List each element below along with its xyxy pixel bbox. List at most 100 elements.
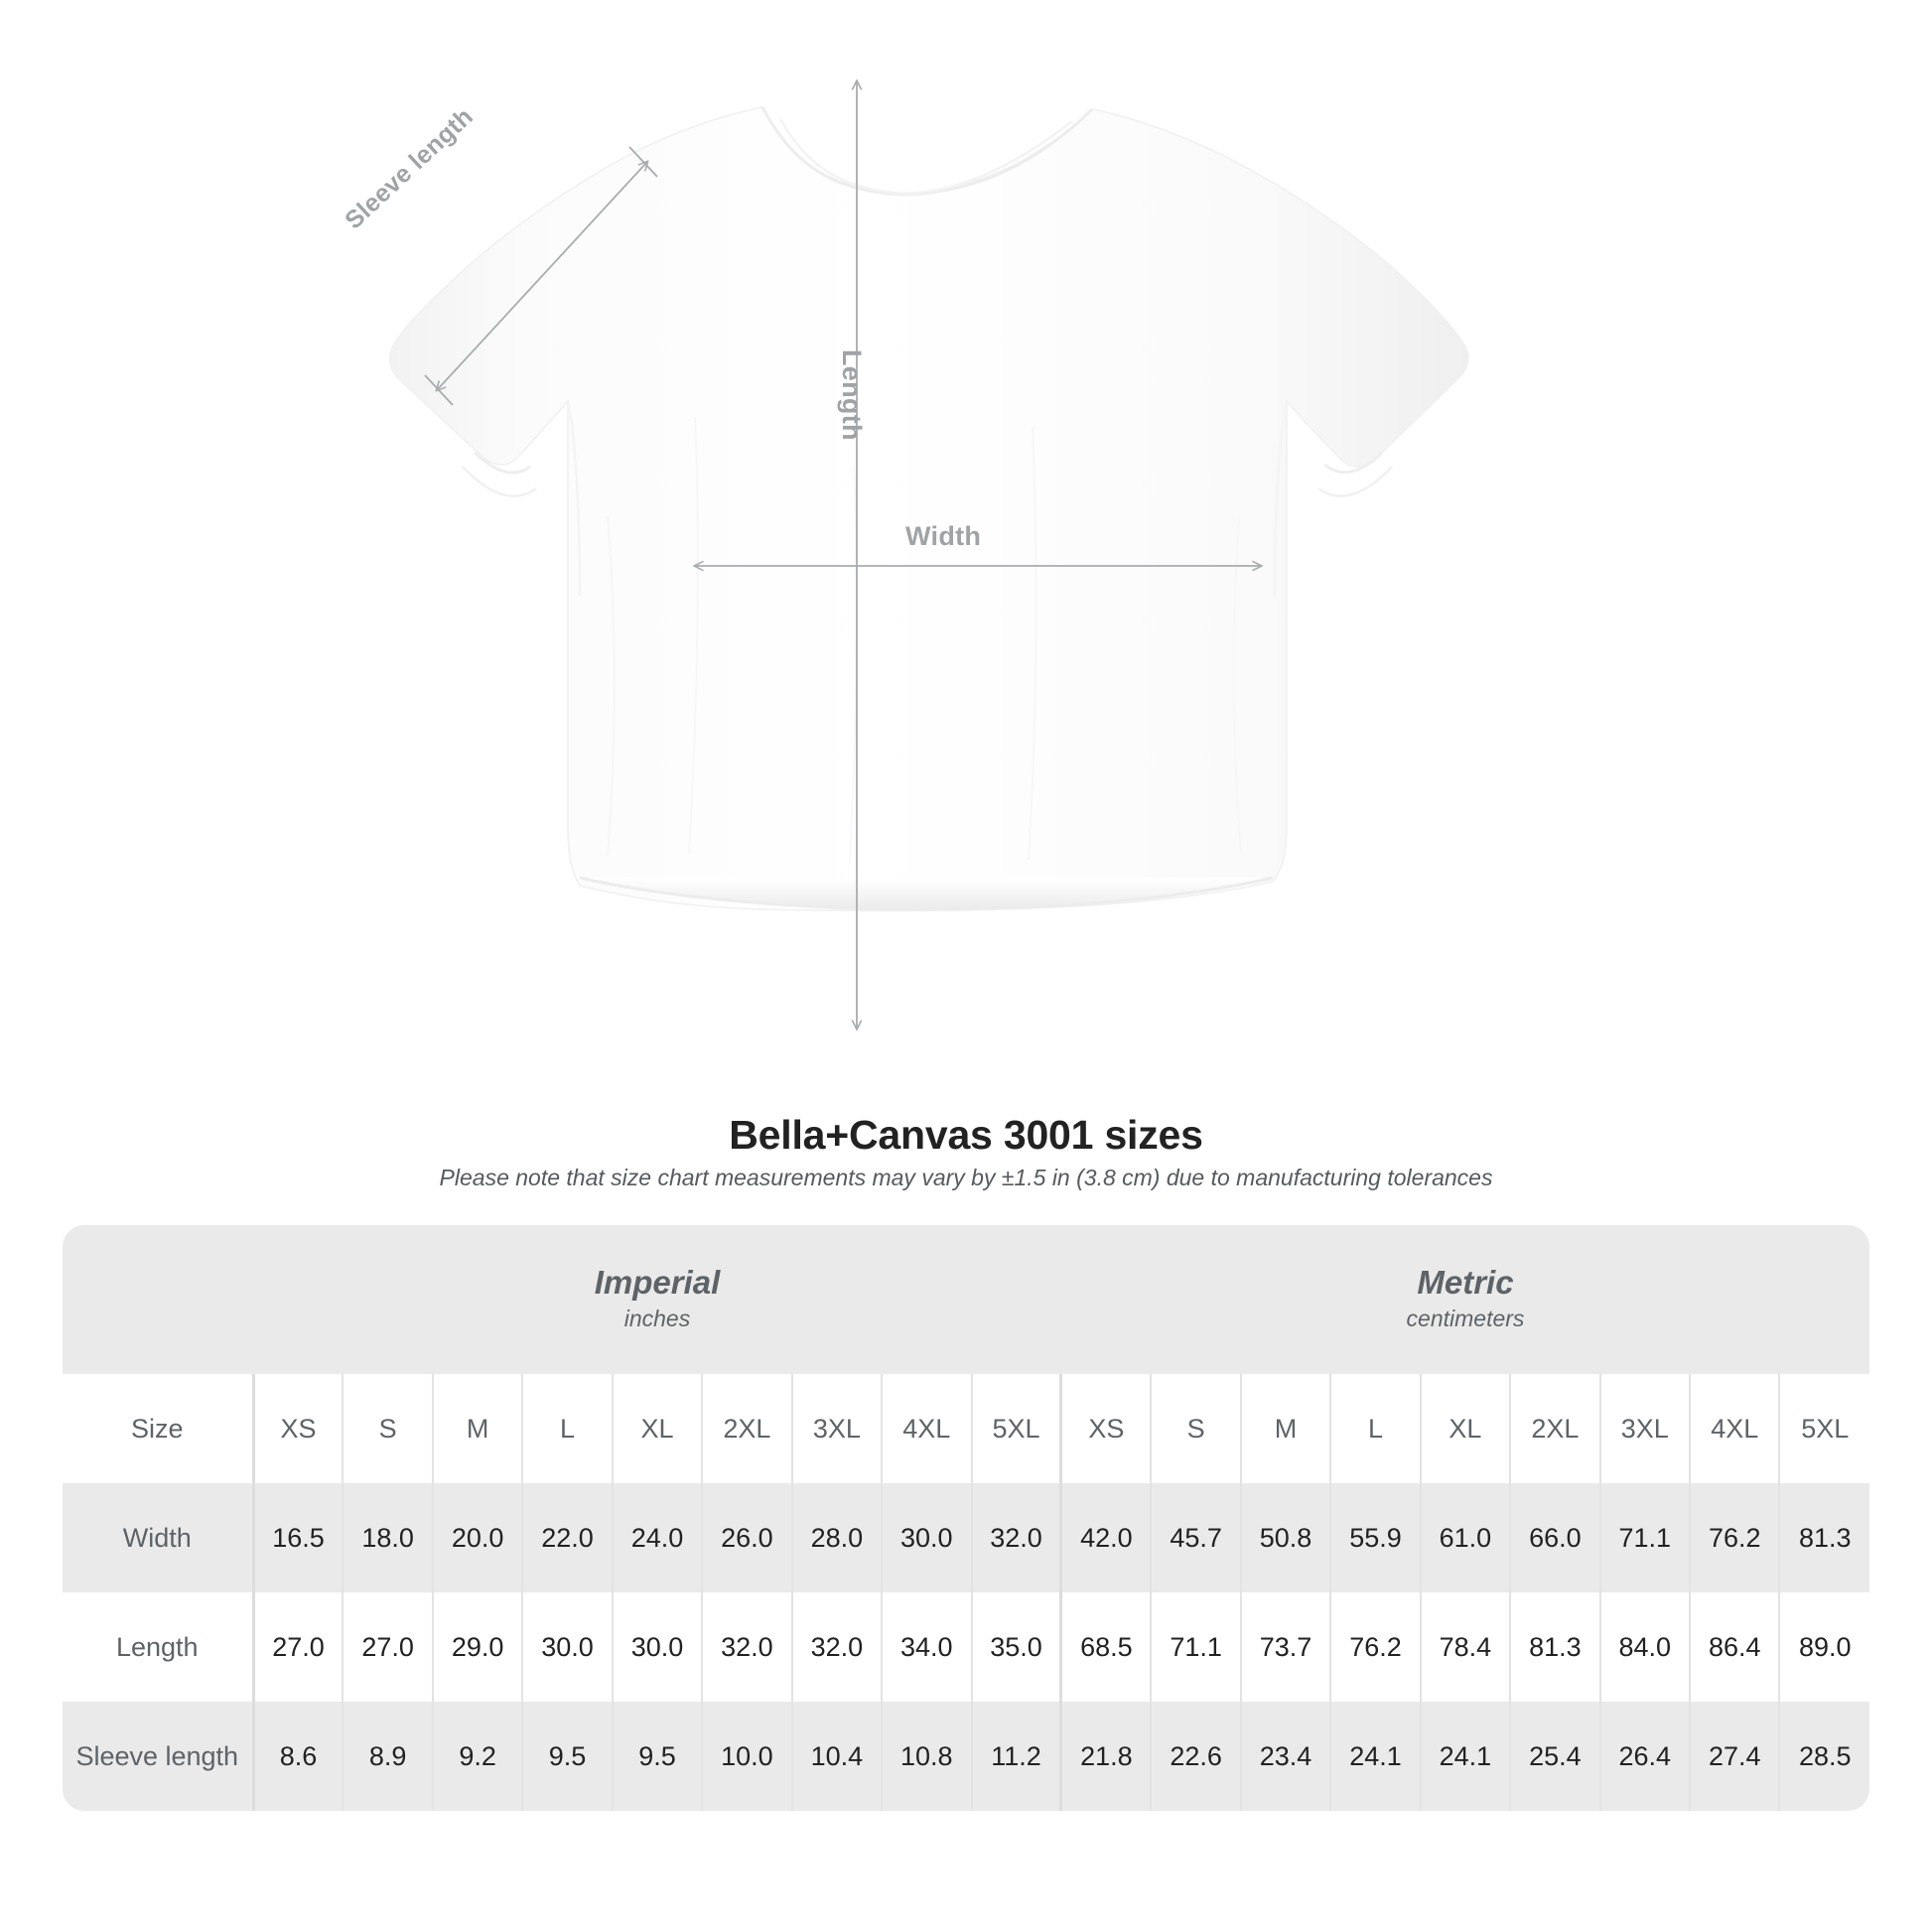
cell-width-imperial-3xl: 28.0 <box>790 1483 883 1592</box>
cell-sleeve-length-imperial-xl: 9.5 <box>611 1702 703 1811</box>
cell-length-metric-l: 76.2 <box>1329 1592 1421 1702</box>
unit-block-name: Imperial <box>594 1263 721 1301</box>
size-header-imperial-l: L <box>521 1374 613 1483</box>
cell-length-imperial-xs: 27.0 <box>251 1592 344 1702</box>
cell-length-metric-xl: 78.4 <box>1419 1592 1511 1702</box>
cell-width-imperial-s: 18.0 <box>342 1483 433 1592</box>
cell-width-metric-2xl: 66.0 <box>1509 1483 1600 1592</box>
cell-length-imperial-xl: 30.0 <box>611 1592 703 1702</box>
cell-length-metric-xs: 68.5 <box>1059 1592 1152 1702</box>
cell-width-imperial-5xl: 32.0 <box>970 1483 1061 1592</box>
cell-sleeve-length-metric-5xl: 28.5 <box>1778 1702 1869 1811</box>
unit-block-header-metric: Metric centimeters <box>1060 1225 1869 1374</box>
cell-width-imperial-4xl: 30.0 <box>881 1483 972 1592</box>
page-title: Bella+Canvas 3001 sizes <box>729 1112 1203 1158</box>
sleeve-length-tick-bottom <box>424 374 454 406</box>
cell-length-imperial-5xl: 35.0 <box>970 1592 1061 1702</box>
cell-width-metric-s: 45.7 <box>1150 1483 1241 1592</box>
length-dimension-label: Length <box>837 349 867 441</box>
size-header-imperial-5xl: 5XL <box>970 1374 1061 1483</box>
cell-length-imperial-2xl: 32.0 <box>701 1592 792 1702</box>
cell-length-metric-3xl: 84.0 <box>1598 1592 1690 1702</box>
cell-length-metric-m: 73.7 <box>1239 1592 1331 1702</box>
cell-sleeve-length-metric-3xl: 26.4 <box>1598 1702 1690 1811</box>
cell-sleeve-length-imperial-5xl: 11.2 <box>970 1702 1061 1811</box>
cell-sleeve-length-imperial-l: 9.5 <box>521 1702 613 1811</box>
cell-sleeve-length-imperial-m: 9.2 <box>431 1702 523 1811</box>
size-header-imperial-s: S <box>342 1374 433 1483</box>
size-header-imperial-xl: XL <box>611 1374 703 1483</box>
measurement-arrows <box>424 81 1261 1029</box>
cell-length-metric-4xl: 86.4 <box>1688 1592 1780 1702</box>
size-header-imperial-m: M <box>431 1374 523 1483</box>
row-label-sleeve-length: Sleeve length <box>63 1702 253 1811</box>
sleeve-length-tick-top <box>628 146 658 178</box>
cell-width-metric-4xl: 76.2 <box>1688 1483 1780 1592</box>
table-row: Sleeve length 8.6 8.9 9.2 9.5 9.5 10.0 10.4 10.8… <box>63 1702 1869 1811</box>
cell-width-metric-l: 55.9 <box>1329 1483 1421 1592</box>
unit-block-name: Metric <box>1417 1263 1514 1301</box>
size-table: Imperial inches Metric centimeters Size XS S M L… <box>63 1225 1869 1811</box>
cell-width-metric-3xl: 71.1 <box>1598 1483 1690 1592</box>
unit-banner-row: Imperial inches Metric centimeters <box>63 1225 1869 1374</box>
size-header-row: Size XS S M L XL 2XL 3XL 4XL 5XL XS S M L XL 2XL 3XL 4XL 5… <box>63 1374 1869 1483</box>
cell-sleeve-length-metric-s: 22.6 <box>1150 1702 1241 1811</box>
cell-width-metric-xl: 61.0 <box>1419 1483 1511 1592</box>
cell-sleeve-length-imperial-s: 8.9 <box>342 1702 433 1811</box>
size-header-imperial-xs: XS <box>251 1374 344 1483</box>
size-table-container: Imperial inches Metric centimeters Size XS S M L… <box>63 1225 1869 1811</box>
cell-sleeve-length-metric-4xl: 27.4 <box>1688 1702 1780 1811</box>
row-label-length: Length <box>63 1592 253 1702</box>
size-header-imperial-2xl: 2XL <box>701 1374 792 1483</box>
cell-sleeve-length-imperial-2xl: 10.0 <box>701 1702 792 1811</box>
cell-width-imperial-xs: 16.5 <box>251 1483 344 1592</box>
size-chart-section: Bella+Canvas 3001 sizes Please note that… <box>0 1112 1932 1811</box>
cell-width-imperial-m: 20.0 <box>431 1483 523 1592</box>
size-header-metric-s: S <box>1150 1374 1241 1483</box>
cell-length-imperial-l: 30.0 <box>521 1592 613 1702</box>
size-header-metric-4xl: 4XL <box>1688 1374 1780 1483</box>
unit-block-unit: centimeters <box>1406 1305 1525 1331</box>
size-header-metric-m: M <box>1239 1374 1331 1483</box>
size-header-metric-3xl: 3XL <box>1598 1374 1690 1483</box>
size-header-metric-2xl: 2XL <box>1509 1374 1600 1483</box>
cell-width-metric-xs: 42.0 <box>1059 1483 1152 1592</box>
table-row: Width 16.5 18.0 20.0 22.0 24.0 26.0 28.0 30.0 32.… <box>63 1483 1869 1592</box>
cell-length-imperial-m: 29.0 <box>431 1592 523 1702</box>
cell-length-imperial-s: 27.0 <box>342 1592 433 1702</box>
unit-block-header-imperial: Imperial inches <box>253 1225 1061 1374</box>
cell-length-metric-s: 71.1 <box>1150 1592 1241 1702</box>
cell-width-metric-m: 50.8 <box>1239 1483 1331 1592</box>
cell-sleeve-length-imperial-3xl: 10.4 <box>790 1702 883 1811</box>
size-header-imperial-4xl: 4XL <box>881 1374 972 1483</box>
cell-width-metric-5xl: 81.3 <box>1778 1483 1869 1592</box>
size-column-header: Size <box>63 1374 253 1483</box>
tshirt-illustration <box>388 0 1469 1112</box>
cell-sleeve-length-metric-l: 24.1 <box>1329 1702 1421 1811</box>
unit-row-spacer <box>63 1225 253 1374</box>
sleeve-length-arrow <box>437 162 647 390</box>
row-label-width: Width <box>63 1483 253 1592</box>
cell-length-metric-5xl: 89.0 <box>1778 1592 1869 1702</box>
cell-sleeve-length-metric-2xl: 25.4 <box>1509 1702 1600 1811</box>
tshirt-body-shape <box>388 106 1469 911</box>
cell-sleeve-length-metric-xl: 24.1 <box>1419 1702 1511 1811</box>
size-header-metric-xs: XS <box>1059 1374 1152 1483</box>
cell-sleeve-length-metric-xs: 21.8 <box>1059 1702 1152 1811</box>
cell-width-imperial-xl: 24.0 <box>611 1483 703 1592</box>
cell-width-imperial-2xl: 26.0 <box>701 1483 792 1592</box>
size-header-metric-5xl: 5XL <box>1778 1374 1869 1483</box>
cell-length-imperial-4xl: 34.0 <box>881 1592 972 1702</box>
cell-sleeve-length-imperial-xs: 8.6 <box>251 1702 344 1811</box>
cell-sleeve-length-imperial-4xl: 10.8 <box>881 1702 972 1811</box>
size-header-metric-xl: XL <box>1419 1374 1511 1483</box>
tshirt-diagram: Sleeve length Length Width <box>340 0 1469 1112</box>
cell-length-imperial-3xl: 32.0 <box>790 1592 883 1702</box>
table-row: Length 27.0 27.0 29.0 30.0 30.0 32.0 32.0 34.0 35… <box>63 1592 1869 1702</box>
cell-sleeve-length-metric-m: 23.4 <box>1239 1702 1331 1811</box>
unit-block-unit: inches <box>623 1305 691 1331</box>
width-dimension-label: Width <box>905 521 982 551</box>
cell-length-metric-2xl: 81.3 <box>1509 1592 1600 1702</box>
page-subtitle: Please note that size chart measurements… <box>439 1165 1493 1190</box>
size-header-metric-l: L <box>1329 1374 1421 1483</box>
